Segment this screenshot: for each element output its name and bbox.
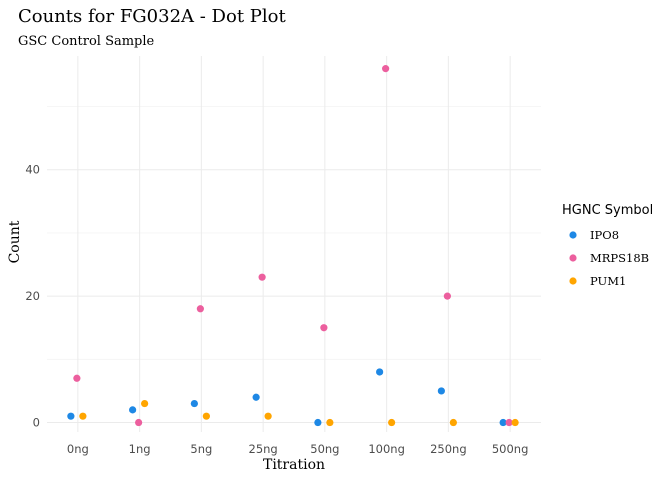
x-tick-label: 1ng bbox=[129, 442, 151, 456]
legend-label: IPO8 bbox=[590, 228, 619, 242]
chart-title: Counts for FG032A - Dot Plot bbox=[18, 6, 286, 27]
x-tick-label: 250ng bbox=[430, 442, 467, 456]
x-tick-label: 25ng bbox=[249, 442, 278, 456]
x-tick-label: 5ng bbox=[190, 442, 212, 456]
data-point-mrps18b bbox=[73, 374, 81, 382]
x-axis-title: Titration bbox=[263, 457, 325, 473]
y-tick-labels: 0 20 40 bbox=[25, 163, 40, 430]
data-point-pum1 bbox=[449, 418, 457, 427]
data-point-ipo8 bbox=[437, 387, 445, 395]
data-point-mrps18b bbox=[258, 273, 266, 281]
data-point-ipo8 bbox=[376, 368, 384, 376]
y-tick-label: 20 bbox=[25, 289, 40, 303]
legend-title: HGNC Symbol bbox=[562, 203, 653, 218]
data-point-ipo8 bbox=[190, 399, 198, 408]
data-point-ipo8 bbox=[129, 406, 137, 414]
data-point-pum1 bbox=[141, 399, 149, 408]
x-tick-label: 0ng bbox=[67, 442, 89, 456]
data-point-mrps18b bbox=[320, 324, 328, 332]
data-point-mrps18b bbox=[505, 418, 513, 427]
legend-key bbox=[569, 277, 577, 285]
legend: HGNC Symbol IPO8 MRPS18B PUM1 bbox=[562, 203, 653, 288]
legend-label: PUM1 bbox=[590, 274, 626, 288]
data-point-pum1 bbox=[264, 412, 272, 420]
y-axis-title: Count bbox=[7, 220, 23, 263]
x-tick-label: 500ng bbox=[492, 442, 529, 456]
data-point-pum1 bbox=[202, 412, 210, 420]
data-point-pum1 bbox=[511, 418, 519, 427]
data-point-ipo8 bbox=[499, 418, 507, 427]
data-point-ipo8 bbox=[314, 418, 322, 427]
x-tick-labels: 0ng 1ng 5ng 25ng 50ng 100ng 250ng 500ng bbox=[67, 442, 528, 456]
x-tick-label: 100ng bbox=[368, 442, 405, 456]
data-point-pum1 bbox=[326, 418, 334, 427]
x-tick-label: 50ng bbox=[310, 442, 339, 456]
plot-grid bbox=[47, 56, 541, 432]
data-points bbox=[67, 65, 519, 427]
legend-label: MRPS18B bbox=[590, 251, 649, 265]
legend-key bbox=[569, 231, 577, 239]
data-point-mrps18b bbox=[443, 292, 451, 300]
data-point-ipo8 bbox=[67, 412, 75, 420]
y-tick-label: 40 bbox=[25, 163, 40, 177]
data-point-mrps18b bbox=[135, 418, 143, 427]
data-point-mrps18b bbox=[196, 305, 204, 313]
data-point-ipo8 bbox=[252, 393, 260, 401]
y-tick-label: 0 bbox=[33, 416, 40, 430]
data-point-mrps18b bbox=[382, 65, 390, 73]
chart-subtitle: GSC Control Sample bbox=[18, 34, 155, 49]
data-point-pum1 bbox=[388, 418, 396, 427]
legend-key bbox=[569, 254, 577, 262]
data-point-pum1 bbox=[79, 412, 87, 420]
